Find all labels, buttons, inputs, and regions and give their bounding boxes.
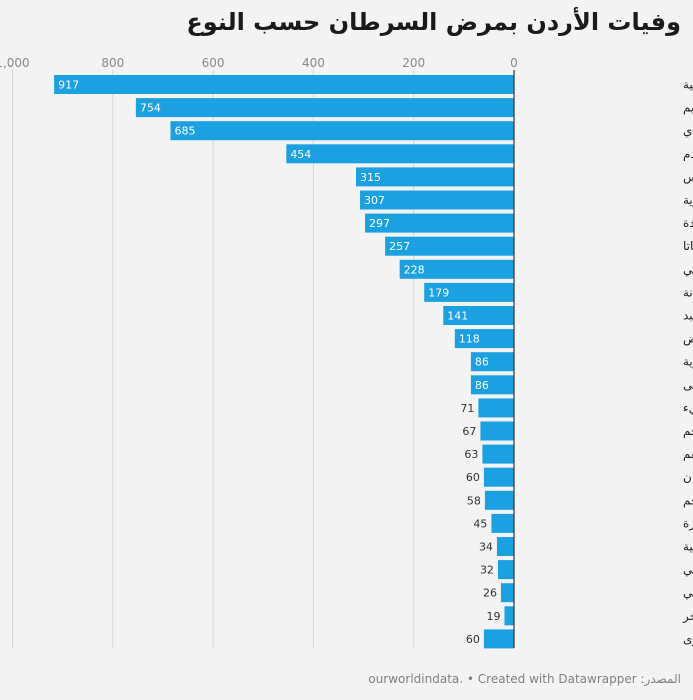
bar bbox=[360, 190, 514, 210]
bar bbox=[135, 98, 514, 118]
category-label: سرطان الرئة والشعب الهوائية bbox=[683, 78, 693, 93]
category-label: سرطان القولون والمستقيم bbox=[683, 101, 693, 116]
value-label: 58 bbox=[467, 494, 481, 507]
value-label: 26 bbox=[483, 587, 497, 600]
value-label: 454 bbox=[290, 148, 311, 161]
category-label: سرطان المريء bbox=[683, 401, 693, 416]
bar bbox=[470, 352, 514, 372]
bar bbox=[356, 167, 514, 187]
category-label: سرطان عنق الرحم bbox=[683, 424, 693, 439]
bar bbox=[491, 513, 514, 533]
bar bbox=[385, 236, 514, 256]
category-label: سرطان البروستاتا bbox=[683, 239, 693, 254]
category-label: سرطان الرحم bbox=[683, 493, 693, 508]
value-label: 71 bbox=[460, 402, 474, 415]
category-label: سرطانات أخرى bbox=[683, 631, 693, 647]
bar bbox=[483, 629, 514, 649]
category-label: سرطان المعدة bbox=[683, 216, 693, 231]
footer: المصدر: ourworldindata. • Created with D… bbox=[368, 672, 681, 686]
x-tick-label: 0 bbox=[510, 56, 518, 70]
bar bbox=[496, 537, 514, 556]
category-label: سرطان الشفاه وتجويف الفم bbox=[683, 447, 693, 462]
bar bbox=[470, 375, 514, 395]
value-label: 297 bbox=[369, 217, 390, 230]
value-label: 315 bbox=[360, 171, 381, 184]
category-label: سرطان الغدة الدرقية bbox=[683, 540, 693, 555]
value-label: 67 bbox=[462, 425, 476, 438]
bar bbox=[170, 121, 514, 141]
category-label: سرطان المايلوما متعدد الأقتان bbox=[683, 469, 693, 485]
value-label: 86 bbox=[475, 379, 489, 392]
bar bbox=[424, 282, 514, 302]
bar bbox=[399, 259, 514, 279]
category-label: سرطان الكلى bbox=[683, 378, 693, 393]
category-label: سرطان الدم bbox=[683, 147, 693, 162]
category-label: سرطان المرارة والقناة الصفراوية bbox=[683, 355, 693, 370]
bar bbox=[443, 306, 514, 325]
value-label: 141 bbox=[447, 310, 468, 323]
value-label: 86 bbox=[475, 356, 489, 369]
bar bbox=[454, 329, 514, 349]
category-label: سرطان المثانة bbox=[683, 285, 693, 300]
value-label: 685 bbox=[174, 125, 195, 138]
chart-title: وفيات الأردن بمرض السرطان حسب النوع bbox=[186, 8, 681, 36]
bar bbox=[480, 421, 514, 441]
value-label: 118 bbox=[459, 333, 480, 346]
category-label: سرطان الدماغ والجهاز العصبي bbox=[683, 262, 693, 277]
value-label: 63 bbox=[464, 448, 478, 461]
category-label: سرطان البلعوم الأخر bbox=[682, 608, 693, 624]
x-tick-label: 1,000 bbox=[0, 56, 30, 70]
value-label: 228 bbox=[404, 263, 425, 276]
value-label: 917 bbox=[58, 79, 79, 92]
value-label: 60 bbox=[466, 471, 480, 484]
x-tick-label: 800 bbox=[101, 56, 124, 70]
value-label: 754 bbox=[140, 102, 161, 115]
value-label: 45 bbox=[473, 517, 487, 530]
x-tick-label: 200 bbox=[402, 56, 425, 70]
bar bbox=[484, 490, 514, 510]
value-label: 257 bbox=[389, 240, 410, 253]
value-label: 60 bbox=[466, 633, 480, 646]
bar bbox=[482, 444, 514, 464]
source-label: المصدر: bbox=[640, 672, 681, 686]
bar bbox=[365, 213, 514, 233]
value-label: 19 bbox=[486, 610, 500, 623]
bar bbox=[54, 75, 514, 94]
credit-text: • Created with Datawrapper bbox=[466, 672, 637, 686]
value-label: 32 bbox=[480, 564, 494, 577]
category-label: سرطان البنكرياس bbox=[683, 170, 693, 185]
bar bbox=[483, 467, 514, 487]
value-label: 179 bbox=[428, 286, 449, 299]
category-label: سرطان الغدد الليمفاوية bbox=[683, 193, 693, 208]
source-link[interactable]: ourworldindata. bbox=[368, 672, 464, 686]
bar bbox=[500, 583, 514, 603]
category-label: سرطان البلعوم الأنفي bbox=[683, 562, 693, 578]
x-tick-label: 400 bbox=[302, 56, 325, 70]
category-label: سرطان الحنجرة bbox=[683, 516, 693, 531]
category-label: سرطان الجلد غير الميلانيني bbox=[683, 586, 693, 601]
category-label: سرطان المبيض bbox=[683, 332, 693, 347]
category-label: سرطان الثدي bbox=[683, 124, 693, 139]
x-tick-label: 600 bbox=[202, 56, 225, 70]
category-label: سرطان الكبد bbox=[683, 309, 693, 324]
value-label: 307 bbox=[364, 194, 385, 207]
bar bbox=[478, 398, 514, 418]
bar bbox=[504, 606, 514, 626]
value-label: 34 bbox=[479, 541, 493, 554]
bar bbox=[286, 144, 514, 164]
bar bbox=[497, 560, 514, 580]
